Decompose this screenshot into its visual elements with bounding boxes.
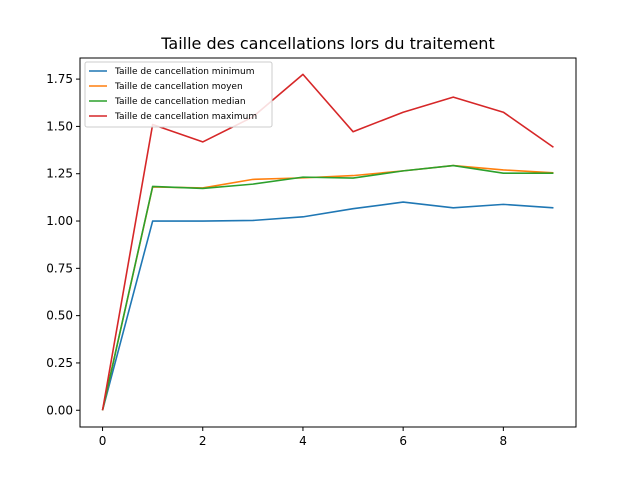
y-tick-label: 0.00 xyxy=(46,403,73,417)
legend-box xyxy=(84,61,273,128)
series-layer xyxy=(101,73,554,411)
series-line-2 xyxy=(101,164,554,411)
plot-frame xyxy=(79,57,577,428)
axis-ticks: 0 2 4 6 8 0.00 0.25 0.50 0.75 1.00 1.25 1.50 1.75 xyxy=(46,72,507,448)
legend: Taille de cancellation minimum Taille de … xyxy=(84,61,273,128)
legend-label-3: Taille de cancellation maximum xyxy=(114,112,257,122)
x-tick-label: 4 xyxy=(299,434,307,448)
y-tick-label: 0.50 xyxy=(46,309,73,323)
x-tick-label: 8 xyxy=(500,434,508,448)
y-tick-label: 1.50 xyxy=(46,119,73,133)
y-tick-label: 0.75 xyxy=(46,261,73,275)
y-tick-label: 1.75 xyxy=(46,72,73,86)
y-tick-label: 1.00 xyxy=(46,214,73,228)
y-tick-label: 1.25 xyxy=(46,167,73,181)
y-tick-label: 0.25 xyxy=(46,356,73,370)
series-line-0 xyxy=(101,201,554,411)
series-line-1 xyxy=(101,164,554,411)
legend-label-0: Taille de cancellation minimum xyxy=(114,67,255,77)
chart-title: Taille des cancellations lors du traitem… xyxy=(160,34,494,53)
legend-label-1: Taille de cancellation moyen xyxy=(114,82,243,92)
x-tick-label: 6 xyxy=(399,434,407,448)
legend-label-2: Taille de cancellation median xyxy=(114,97,246,107)
series-line-3 xyxy=(101,73,554,411)
x-tick-label: 2 xyxy=(199,434,207,448)
x-tick-label: 0 xyxy=(99,434,107,448)
